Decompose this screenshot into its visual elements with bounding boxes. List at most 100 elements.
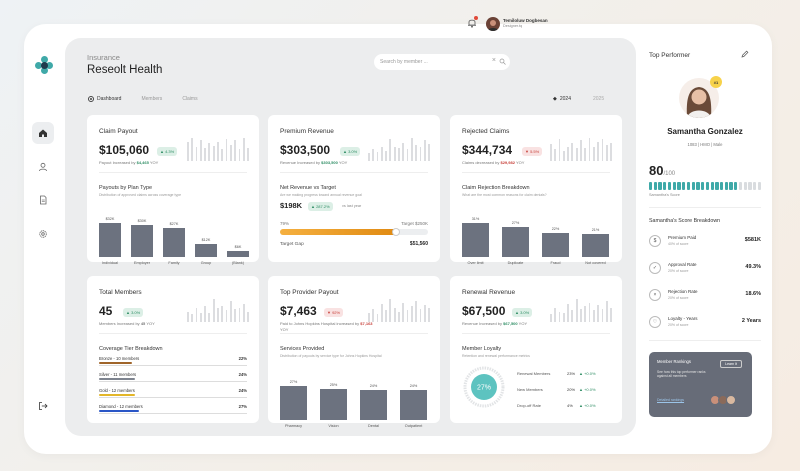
bar-chart: 27% Pharmacy 25% Vision 24% Dental 24% Outpatie… — [280, 368, 430, 428]
section-title: Payouts by Plan Type — [99, 185, 153, 191]
spark-bar — [406, 149, 409, 161]
app-logo[interactable] — [35, 56, 53, 74]
spark-bar — [217, 307, 219, 322]
divider — [462, 172, 610, 173]
bar — [131, 225, 153, 257]
spark-bar — [242, 137, 245, 161]
score-segment — [696, 182, 700, 190]
spark-bar — [204, 306, 206, 322]
learn-it-button[interactable]: Learn It — [720, 360, 742, 368]
metric-label: Renewal Members — [517, 371, 551, 376]
spark-bar — [402, 302, 405, 322]
spark-bar — [605, 301, 608, 322]
year-2025[interactable]: 2025 — [592, 96, 605, 102]
spark-bar — [385, 310, 387, 322]
spark-bar — [584, 148, 587, 161]
performer-photo — [679, 78, 719, 118]
loyalty-metric-row: New Members 20% ▲ +0.0% — [517, 387, 612, 392]
sidebar-item-claims[interactable] — [32, 189, 54, 211]
spark-bar — [601, 309, 604, 322]
bar-column: 31% — [462, 217, 489, 257]
bar-category-label: Employer — [133, 261, 151, 265]
score-label: Samantha's Score — [649, 193, 680, 197]
bar — [542, 232, 569, 257]
spark-bar — [187, 311, 189, 322]
spark-bar — [550, 314, 552, 322]
card-claim-payout: Claim Payout $105,060 ▲ 4.3% Payout Incr… — [87, 115, 259, 265]
card-title: Rejected Claims — [462, 128, 510, 135]
net-revenue-value: $198K — [280, 201, 303, 210]
spark-bar — [229, 301, 232, 322]
spark-bar — [229, 145, 232, 161]
spark-bar — [247, 148, 249, 161]
spark-bar — [225, 138, 228, 161]
net-change-caption: vs last year — [342, 204, 362, 208]
section-title: Coverage Tier Breakdown — [99, 346, 163, 352]
score-segment — [653, 182, 657, 190]
bar-column: 27% — [280, 380, 307, 420]
tab-dashboard[interactable]: Dashboard — [88, 96, 121, 102]
tier-row: Diamond - 12 members 27% — [99, 404, 247, 414]
user-icon — [39, 162, 47, 172]
score-segment — [753, 182, 757, 190]
clear-icon[interactable]: × — [491, 57, 496, 64]
check-icon: ✓ — [649, 262, 661, 274]
top-performer-title: Top Performer — [649, 52, 691, 59]
spark-bar — [402, 142, 405, 161]
performer-name: Samantha Gonzalez — [667, 127, 743, 136]
breakdown-value: $581K — [744, 237, 761, 243]
bar-value-label: 27% — [289, 380, 298, 384]
tier-bar — [99, 378, 135, 380]
card-renewal-revenue: Renewal Revenue $67,500 ▲ 3.0% Revenue I… — [450, 276, 622, 423]
metric-value: 20% — [567, 387, 576, 392]
spark-bar — [208, 312, 211, 322]
spark-bar — [238, 149, 241, 161]
bar-column: $27K — [163, 222, 185, 257]
bell-icon[interactable] — [467, 17, 477, 28]
detailed-rankings-link[interactable]: Detailed rankings — [657, 398, 685, 402]
spark-bar — [368, 312, 370, 322]
sidebar-item-members[interactable] — [32, 156, 54, 178]
breakdown-weight: 20% of score — [668, 322, 689, 327]
user-avatar[interactable] — [486, 17, 500, 31]
sparkline — [368, 296, 430, 322]
year-2024[interactable]: ◆ 2024 — [553, 96, 571, 102]
logout-button[interactable] — [32, 395, 54, 417]
spark-bar — [562, 150, 565, 161]
card-value: 45 — [99, 304, 113, 318]
search-icon[interactable] — [499, 58, 506, 65]
score-segment — [715, 182, 719, 190]
spark-bar — [376, 151, 379, 161]
divider — [280, 333, 428, 334]
spark-bar — [217, 141, 219, 161]
spark-bar — [580, 309, 582, 322]
spark-bar — [212, 298, 215, 322]
edit-icon[interactable] — [741, 50, 749, 58]
tab-members[interactable]: Members — [141, 96, 163, 102]
bar-value-label: $30K — [137, 219, 147, 224]
score-segment — [649, 182, 653, 190]
sidebar-item-settings[interactable] — [32, 223, 54, 245]
bar-column: 21% — [582, 228, 609, 257]
divider — [99, 172, 247, 173]
search-placeholder: Search by member ... — [380, 59, 428, 65]
loyalty-metric-row: Drop-off Rate 4% ▲ +0.0% — [517, 403, 612, 408]
spark-bar — [423, 140, 426, 161]
sidebar-item-home[interactable] — [32, 122, 54, 144]
bar-category-label: Individual — [101, 261, 119, 265]
change-badge: ▼ 92% — [324, 308, 344, 317]
bar — [582, 233, 609, 257]
tab-claims[interactable]: Claims — [182, 96, 198, 102]
spark-bar — [588, 302, 591, 322]
card-premium-revenue: Premium Revenue $303,500 ▲ 3.0% Revenue … — [268, 115, 440, 262]
card-note: Members Increased by 45 YOY — [99, 321, 155, 326]
score-segment — [663, 182, 667, 190]
search-input[interactable]: Search by member ... × — [374, 54, 510, 70]
score-segment — [672, 182, 676, 190]
breakdown-value: 49.3% — [745, 264, 761, 270]
spark-bar — [558, 138, 561, 161]
sparkline — [187, 135, 249, 161]
spark-bar — [571, 310, 574, 322]
spark-bar — [372, 309, 375, 322]
progress-handle — [391, 228, 400, 236]
